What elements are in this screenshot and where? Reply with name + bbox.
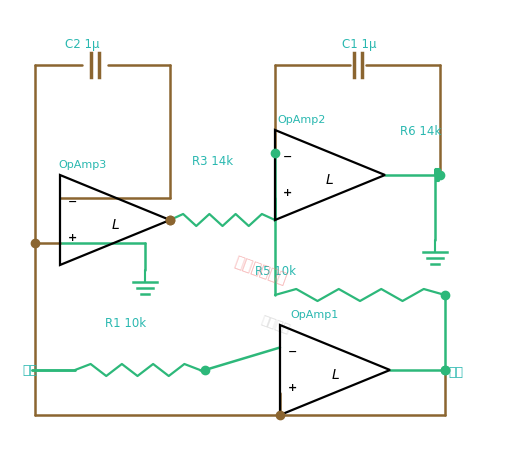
- Text: +: +: [283, 188, 292, 198]
- Text: R3 14k: R3 14k: [192, 155, 233, 168]
- Text: −: −: [68, 197, 77, 207]
- Text: L: L: [331, 368, 339, 382]
- Text: 输入: 输入: [22, 364, 37, 377]
- Text: L: L: [326, 173, 334, 187]
- Text: +: +: [68, 233, 77, 243]
- Text: 版权所有: 版权所有: [259, 314, 291, 336]
- Text: R1 10k: R1 10k: [105, 317, 146, 330]
- Text: R5 10k: R5 10k: [255, 265, 296, 278]
- Text: C2 1μ: C2 1μ: [65, 38, 99, 51]
- Text: 输出: 输出: [448, 365, 463, 379]
- Text: OpAmp2: OpAmp2: [277, 115, 325, 125]
- Text: 电子工程专辑: 电子工程专辑: [232, 254, 288, 286]
- Text: −: −: [283, 152, 292, 162]
- Text: C1 1μ: C1 1μ: [343, 38, 377, 51]
- Text: L: L: [111, 218, 119, 232]
- Text: OpAmp1: OpAmp1: [290, 310, 338, 320]
- Text: −: −: [288, 347, 297, 357]
- Text: +: +: [288, 383, 297, 393]
- Text: R6 14k: R6 14k: [400, 125, 441, 138]
- Text: OpAmp3: OpAmp3: [58, 160, 106, 170]
